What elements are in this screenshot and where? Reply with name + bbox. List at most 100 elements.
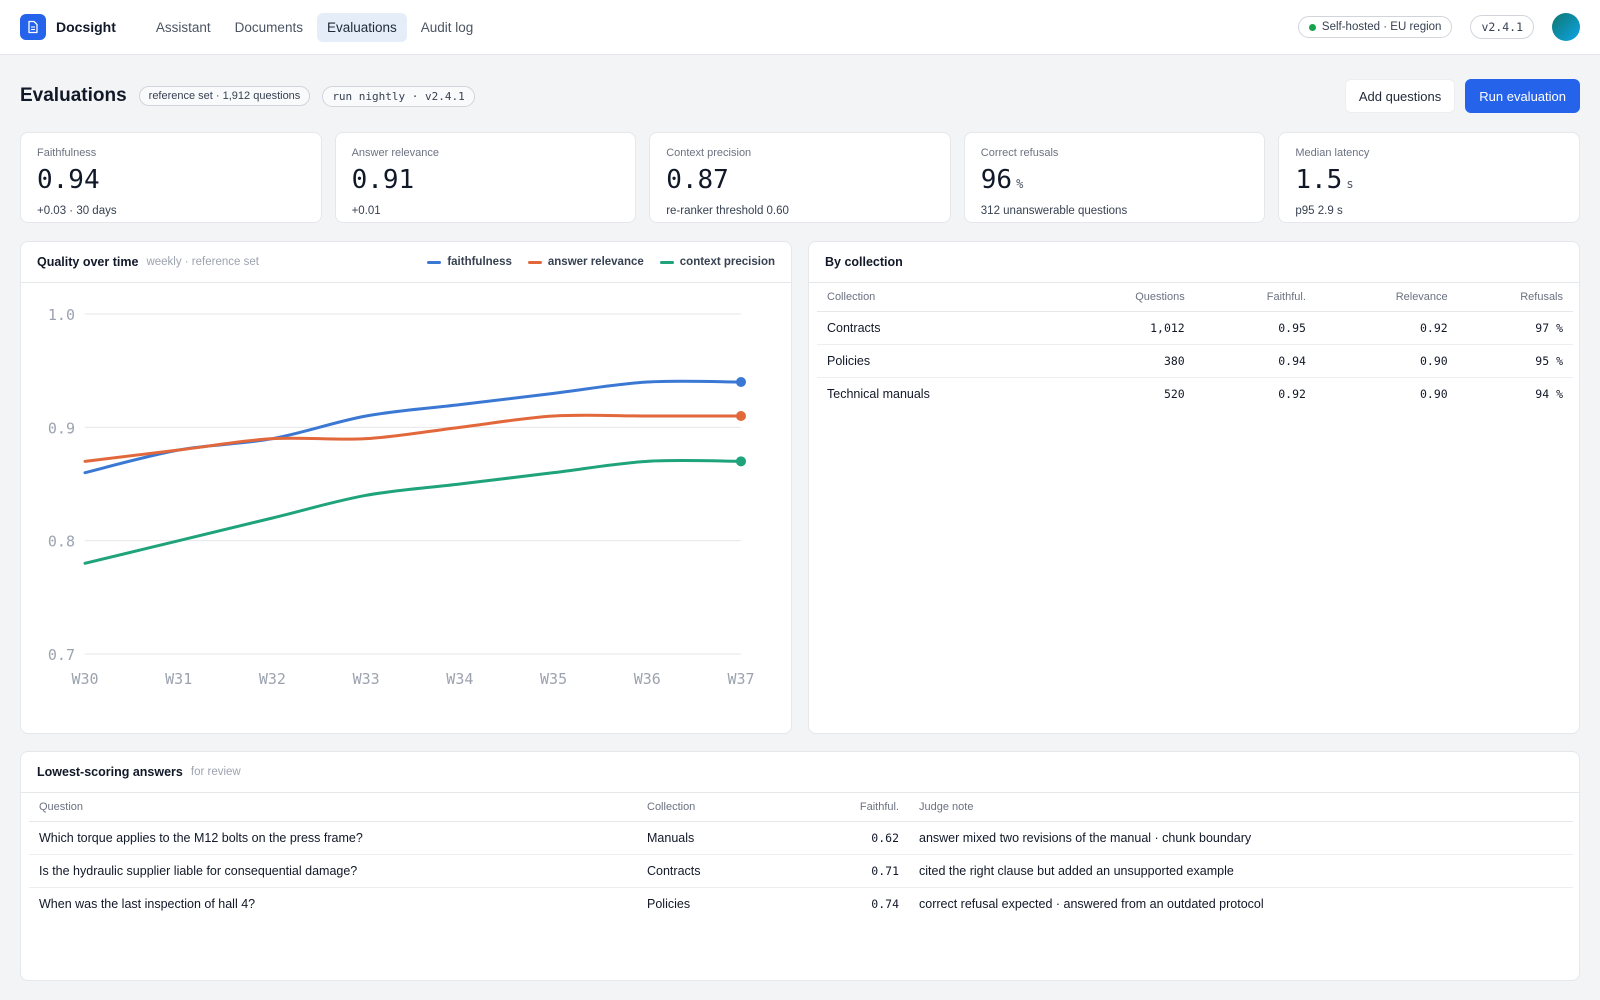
column-header: Judge note [919,793,1573,822]
x-tick-label: W37 [727,670,754,688]
x-tick-label: W30 [71,670,98,688]
panel-subtitle: for review [190,766,241,778]
panel-title: Lowest-scoring answers [37,765,183,779]
lowest-answers-table: Question Collection Faithful. Judge note… [29,793,1573,920]
question-text: Is the hydraulic supplier liable for con… [29,854,647,888]
stat-value: 0.91 [351,165,415,195]
x-tick-label: W31 [165,670,192,688]
column-header: Collection [647,793,787,822]
page-title: Evaluations [20,85,127,106]
page-header: Evaluations reference set · 1,912 questi… [20,78,1580,114]
relevance-value: 0.90 [1305,344,1448,378]
collection-panel: By collection Collection Questions Faith… [808,241,1580,734]
y-tick-label: 0.9 [48,419,75,437]
quality-line-chart: 1.0 0.9 0.8 0.7 W30 W31 W32 W33 W34 W35 W36 W37 [48,306,755,688]
refusals-value: 95 % [1447,344,1573,378]
stat-card-context-precision: Context precision 0.87 re-ranker thresho… [649,132,951,223]
tab-audit-log[interactable]: Audit log [420,19,474,35]
refusals-value: 94 % [1535,386,1563,401]
table-header-row: Question Collection Faithful. Judge note [29,793,1573,822]
collection-name: Contracts [817,311,1002,345]
quality-chart-panel: Quality over time weekly · reference set… [20,241,792,734]
stat-label: Median latency [1295,147,1370,159]
judge-note: correct refusal expected · answered from… [919,896,1264,911]
series-end-point [736,377,746,387]
tab-assistant[interactable]: Assistant [155,19,211,35]
legend-swatch [427,260,442,264]
add-questions-button[interactable]: Add questions [1344,79,1456,113]
stat-label: Answer relevance [351,147,440,159]
legend-label: answer relevance [547,256,644,268]
refusals-value: 97 % [1447,311,1573,345]
main-nav: Assistant Documents Evaluations Audit lo… [146,12,483,42]
series-line [83,458,743,565]
judge-note: answer mixed two revisions of the manual… [919,821,1573,855]
y-tick-label: 0.7 [48,646,75,664]
column-header: Relevance [1305,283,1448,312]
stat-label: Faithfulness [37,147,97,159]
panel-subtitle: weekly · reference set [146,256,259,268]
legend-item: answer relevance [527,256,644,268]
stat-sub: 312 unanswerable questions [980,205,1128,217]
run-evaluation-button[interactable]: Run evaluation [1465,79,1580,113]
brand-name: Docsight [56,19,116,35]
table-row[interactable]: Is the hydraulic supplier liable for con… [29,854,1573,888]
table-row[interactable]: Contracts 1,012 0.95 0.92 97 % [817,311,1573,345]
avatar[interactable] [1552,13,1580,41]
questions-count: 520 [1163,386,1185,401]
stat-sub: p95 2.9 s [1295,205,1343,217]
x-tick-label: W36 [634,670,661,688]
chart-legend: faithfulness answer relevance context pr… [427,256,775,268]
faithfulness-value: 0.62 [787,821,919,855]
faithfulness-value: 0.94 [1184,344,1306,378]
stat-cards: Faithfulness 0.94 +0.03 · 30 days Answer… [20,132,1580,223]
stat-card-correct-refusals: Correct refusals 96% 312 unanswerable qu… [963,132,1266,223]
questions-count: 380 [1001,344,1185,378]
status-dot-icon [1308,23,1316,31]
legend-item: faithfulness [427,256,512,268]
column-header: Faithful. [787,793,919,822]
relevance-value: 0.92 [1305,311,1448,345]
panel-title: Quality over time [37,255,139,269]
x-tick-label: W32 [259,670,286,688]
legend-label: context precision [679,256,775,268]
stat-card-faithfulness: Faithfulness 0.94 +0.03 · 30 days [20,132,322,223]
stat-label: Correct refusals [980,147,1059,159]
legend-swatch [659,260,674,264]
stat-card-answer-relevance: Answer relevance 0.91 +0.01 [334,132,637,223]
collection-table: Collection Questions Faithful. Relevance… [817,283,1573,410]
stat-value: 0.87 [666,165,729,195]
column-header: Collection [817,283,1002,312]
tab-evaluations[interactable]: Evaluations [316,12,407,42]
collection-name: Technical manuals [827,386,930,401]
questions-count: 1,012 [1001,311,1185,345]
table-row[interactable]: Technical manuals 520 0.92 0.90 94 % [817,377,1573,410]
table-row[interactable]: Which torque applies to the M12 bolts on… [29,821,1573,855]
stat-value: 96 [980,165,1013,195]
y-tick-label: 1.0 [48,306,75,324]
faithfulness-value: 0.71 [787,854,919,888]
stat-value: 0.94 [37,165,100,195]
table-row[interactable]: When was the last inspection of hall 4? … [29,887,1573,920]
x-tick-label: W33 [353,670,380,688]
tab-documents[interactable]: Documents [234,19,303,35]
stat-unit: s [1346,177,1354,191]
version-badge: v2.4.1 [1470,15,1534,39]
faithfulness-value: 0.95 [1184,311,1306,345]
column-header: Question [29,793,647,822]
table-header-row: Collection Questions Faithful. Relevance… [817,283,1573,312]
stat-value: 1.5 [1295,165,1343,195]
top-bar: Docsight Assistant Documents Evaluations… [0,0,1600,55]
panel-title: By collection [825,255,903,269]
faithfulness-value: 0.92 [1278,386,1306,401]
document-logo-icon[interactable] [20,14,46,40]
run-schedule-chip: run nightly · v2.4.1 [322,85,475,107]
table-row[interactable]: Policies 380 0.94 0.90 95 % [817,344,1573,378]
legend-swatch [527,260,542,264]
series-end-point [736,411,746,421]
collection-name: Policies [817,344,1002,378]
collection-name: Manuals [647,821,787,855]
question-text: Which torque applies to the M12 bolts on… [29,821,647,855]
judge-note: cited the right clause but added an unsu… [919,854,1573,888]
y-tick-label: 0.8 [48,533,75,551]
